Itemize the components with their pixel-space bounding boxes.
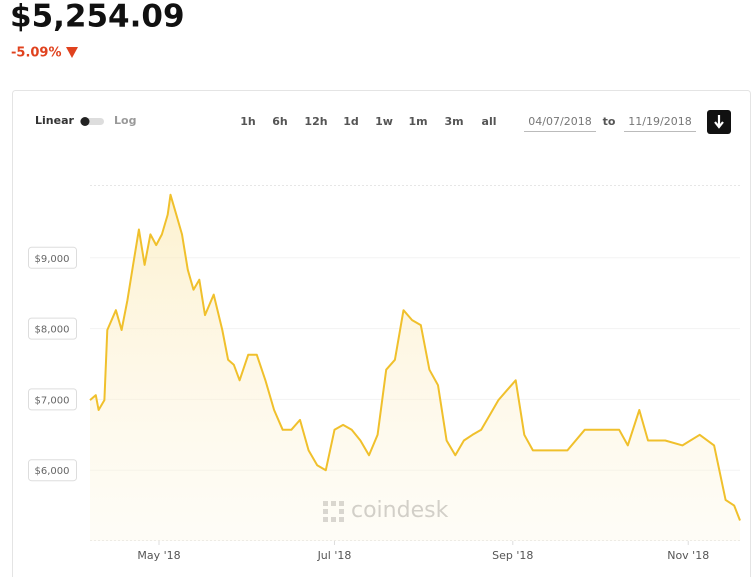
price: $5,254.09 bbox=[10, 0, 185, 35]
price-line bbox=[89, 193, 741, 521]
y-tick-label: $8,000 bbox=[35, 325, 70, 336]
x-tick-label: May '18 bbox=[137, 549, 180, 562]
range-button[interactable]: all bbox=[482, 115, 497, 128]
range-button[interactable]: 12h bbox=[304, 115, 327, 128]
date-from[interactable]: 04/07/2018 bbox=[528, 115, 591, 128]
range-button[interactable]: 1m bbox=[408, 115, 427, 128]
y-tick-box bbox=[28, 459, 77, 482]
y-tick-box bbox=[28, 317, 77, 340]
area bbox=[90, 194, 740, 542]
change: -5.09% bbox=[11, 46, 62, 61]
x-tick-label: Jul '18 bbox=[317, 549, 352, 562]
toggle-knob bbox=[80, 117, 90, 126]
range-button[interactable]: 3m bbox=[444, 115, 463, 128]
range-button[interactable]: 6h bbox=[272, 115, 288, 128]
date-separator: to bbox=[603, 115, 616, 128]
linear-option[interactable]: Linear bbox=[35, 114, 74, 127]
range-button[interactable]: 1h bbox=[240, 115, 256, 128]
download-icon bbox=[714, 115, 724, 129]
y-tick-label: $7,000 bbox=[35, 395, 70, 406]
log-option[interactable]: Log bbox=[114, 114, 136, 127]
y-tick-box bbox=[28, 388, 77, 411]
range-button[interactable]: 1d bbox=[343, 115, 359, 128]
x-tick-label: Sep '18 bbox=[492, 549, 533, 562]
x-tick-label: Nov '18 bbox=[667, 549, 709, 562]
range-button[interactable]: 1w bbox=[375, 115, 393, 128]
y-tick-label: $9,000 bbox=[35, 254, 70, 265]
down-arrow bbox=[66, 47, 78, 58]
y-tick-box bbox=[28, 246, 77, 269]
date-to[interactable]: 11/19/2018 bbox=[628, 115, 691, 128]
y-tick-label: $6,000 bbox=[35, 466, 70, 477]
